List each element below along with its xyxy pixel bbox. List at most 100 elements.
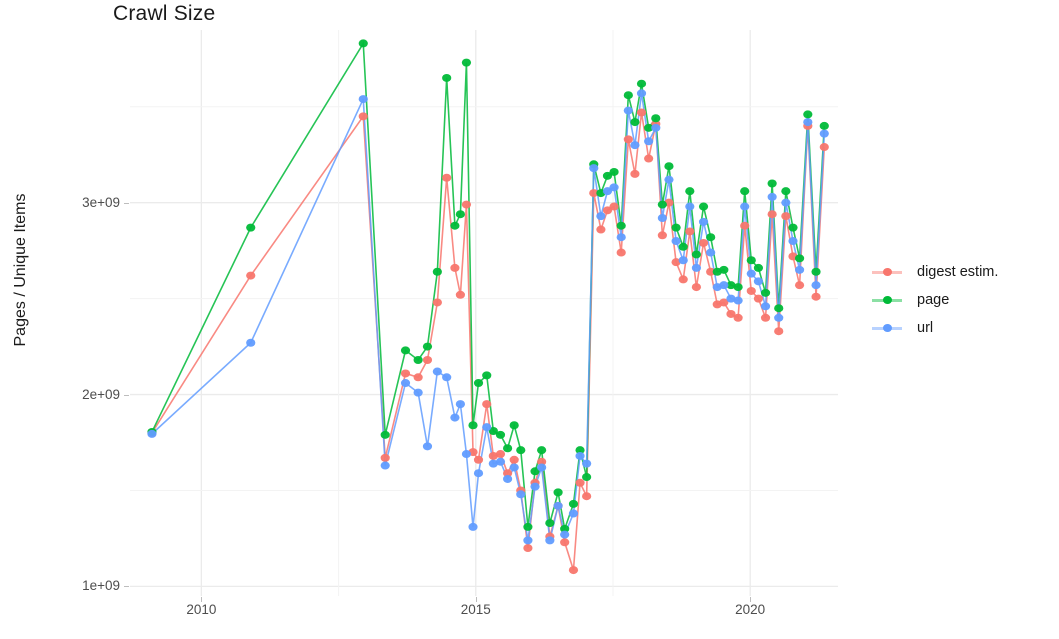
data-point bbox=[147, 429, 157, 438]
data-point bbox=[623, 91, 633, 100]
data-point bbox=[678, 275, 688, 284]
data-point bbox=[630, 141, 640, 150]
data-point bbox=[432, 298, 442, 307]
x-tick-mark bbox=[750, 597, 752, 602]
data-point bbox=[740, 221, 750, 230]
data-point bbox=[482, 423, 492, 432]
data-point bbox=[553, 501, 563, 510]
data-point bbox=[461, 58, 472, 67]
data-point bbox=[503, 474, 513, 483]
data-point bbox=[609, 202, 619, 211]
data-point bbox=[671, 237, 681, 246]
data-point bbox=[616, 233, 626, 242]
data-point bbox=[781, 198, 791, 207]
data-point bbox=[753, 263, 764, 272]
data-point bbox=[698, 238, 709, 247]
data-point bbox=[657, 231, 667, 240]
data-point bbox=[811, 267, 821, 276]
data-point bbox=[509, 455, 519, 464]
legend-item-label: url bbox=[917, 320, 934, 336]
data-point bbox=[819, 121, 829, 130]
data-point bbox=[596, 212, 606, 221]
data-point bbox=[455, 210, 465, 219]
data-point bbox=[794, 254, 805, 263]
gridlines-major bbox=[130, 30, 838, 596]
data-point bbox=[753, 277, 764, 286]
data-point bbox=[753, 294, 764, 303]
data-point bbox=[358, 112, 368, 121]
data-point bbox=[767, 210, 777, 219]
legend-item-url[interactable]: url bbox=[872, 314, 1057, 342]
y-tick-mark bbox=[124, 394, 129, 396]
data-point bbox=[819, 143, 829, 152]
data-point bbox=[811, 292, 821, 301]
data-point bbox=[380, 461, 390, 470]
y-tick-mark bbox=[124, 202, 129, 204]
data-point bbox=[537, 463, 547, 472]
legend-item-digestestim[interactable]: digest estim. bbox=[872, 258, 1057, 286]
data-point bbox=[473, 469, 484, 478]
data-point bbox=[473, 455, 484, 464]
data-point bbox=[788, 223, 798, 232]
data-point bbox=[760, 313, 771, 322]
data-point bbox=[740, 187, 750, 196]
y-tick-mark bbox=[124, 586, 129, 588]
x-tick-label: 2010 bbox=[186, 602, 217, 617]
data-point bbox=[468, 421, 478, 430]
data-point bbox=[461, 200, 472, 209]
data-point bbox=[488, 427, 498, 435]
legend-item-page[interactable]: page bbox=[872, 286, 1057, 314]
data-point bbox=[246, 338, 256, 347]
data-point bbox=[530, 482, 540, 491]
data-point bbox=[616, 221, 626, 230]
data-point bbox=[575, 446, 585, 455]
data-point bbox=[422, 442, 433, 451]
legend-dot-icon bbox=[883, 268, 892, 276]
data-point bbox=[623, 135, 633, 144]
data-point bbox=[740, 202, 750, 211]
y-tick-label: 2e+09 bbox=[82, 386, 120, 402]
x-tick-label: 2015 bbox=[460, 602, 491, 617]
data-point bbox=[691, 283, 702, 292]
data-point bbox=[582, 459, 592, 468]
series-line-url bbox=[151, 93, 826, 541]
data-point bbox=[461, 450, 472, 459]
data-point bbox=[246, 223, 256, 232]
data-point bbox=[400, 379, 411, 388]
data-point bbox=[442, 373, 452, 382]
data-point bbox=[657, 200, 667, 209]
data-point bbox=[488, 459, 498, 468]
y-axis-title: Pages / Unique Items bbox=[12, 193, 29, 347]
data-point bbox=[811, 281, 821, 290]
data-point bbox=[516, 446, 526, 455]
data-point bbox=[442, 173, 452, 182]
data-point bbox=[602, 171, 613, 180]
data-point bbox=[746, 256, 756, 265]
data-point bbox=[760, 302, 771, 311]
data-point bbox=[671, 223, 681, 232]
data-point bbox=[781, 212, 791, 221]
data-point bbox=[537, 457, 547, 466]
data-point bbox=[422, 342, 433, 351]
data-point bbox=[450, 263, 460, 272]
data-point bbox=[636, 89, 647, 98]
data-point bbox=[602, 206, 613, 215]
data-point bbox=[545, 536, 555, 545]
data-point bbox=[602, 187, 613, 196]
data-point bbox=[781, 187, 791, 196]
data-point bbox=[767, 192, 777, 201]
data-point bbox=[400, 346, 411, 355]
data-point bbox=[358, 39, 368, 48]
data-point bbox=[760, 288, 771, 297]
data-point bbox=[719, 265, 729, 274]
data-point bbox=[726, 281, 736, 290]
data-point bbox=[774, 313, 784, 322]
data-point bbox=[495, 457, 506, 466]
data-point bbox=[509, 463, 519, 472]
data-point bbox=[685, 187, 695, 196]
data-point bbox=[450, 221, 460, 230]
data-point bbox=[495, 450, 506, 459]
data-point bbox=[698, 202, 709, 211]
data-point bbox=[537, 446, 547, 455]
data-point bbox=[726, 294, 736, 303]
